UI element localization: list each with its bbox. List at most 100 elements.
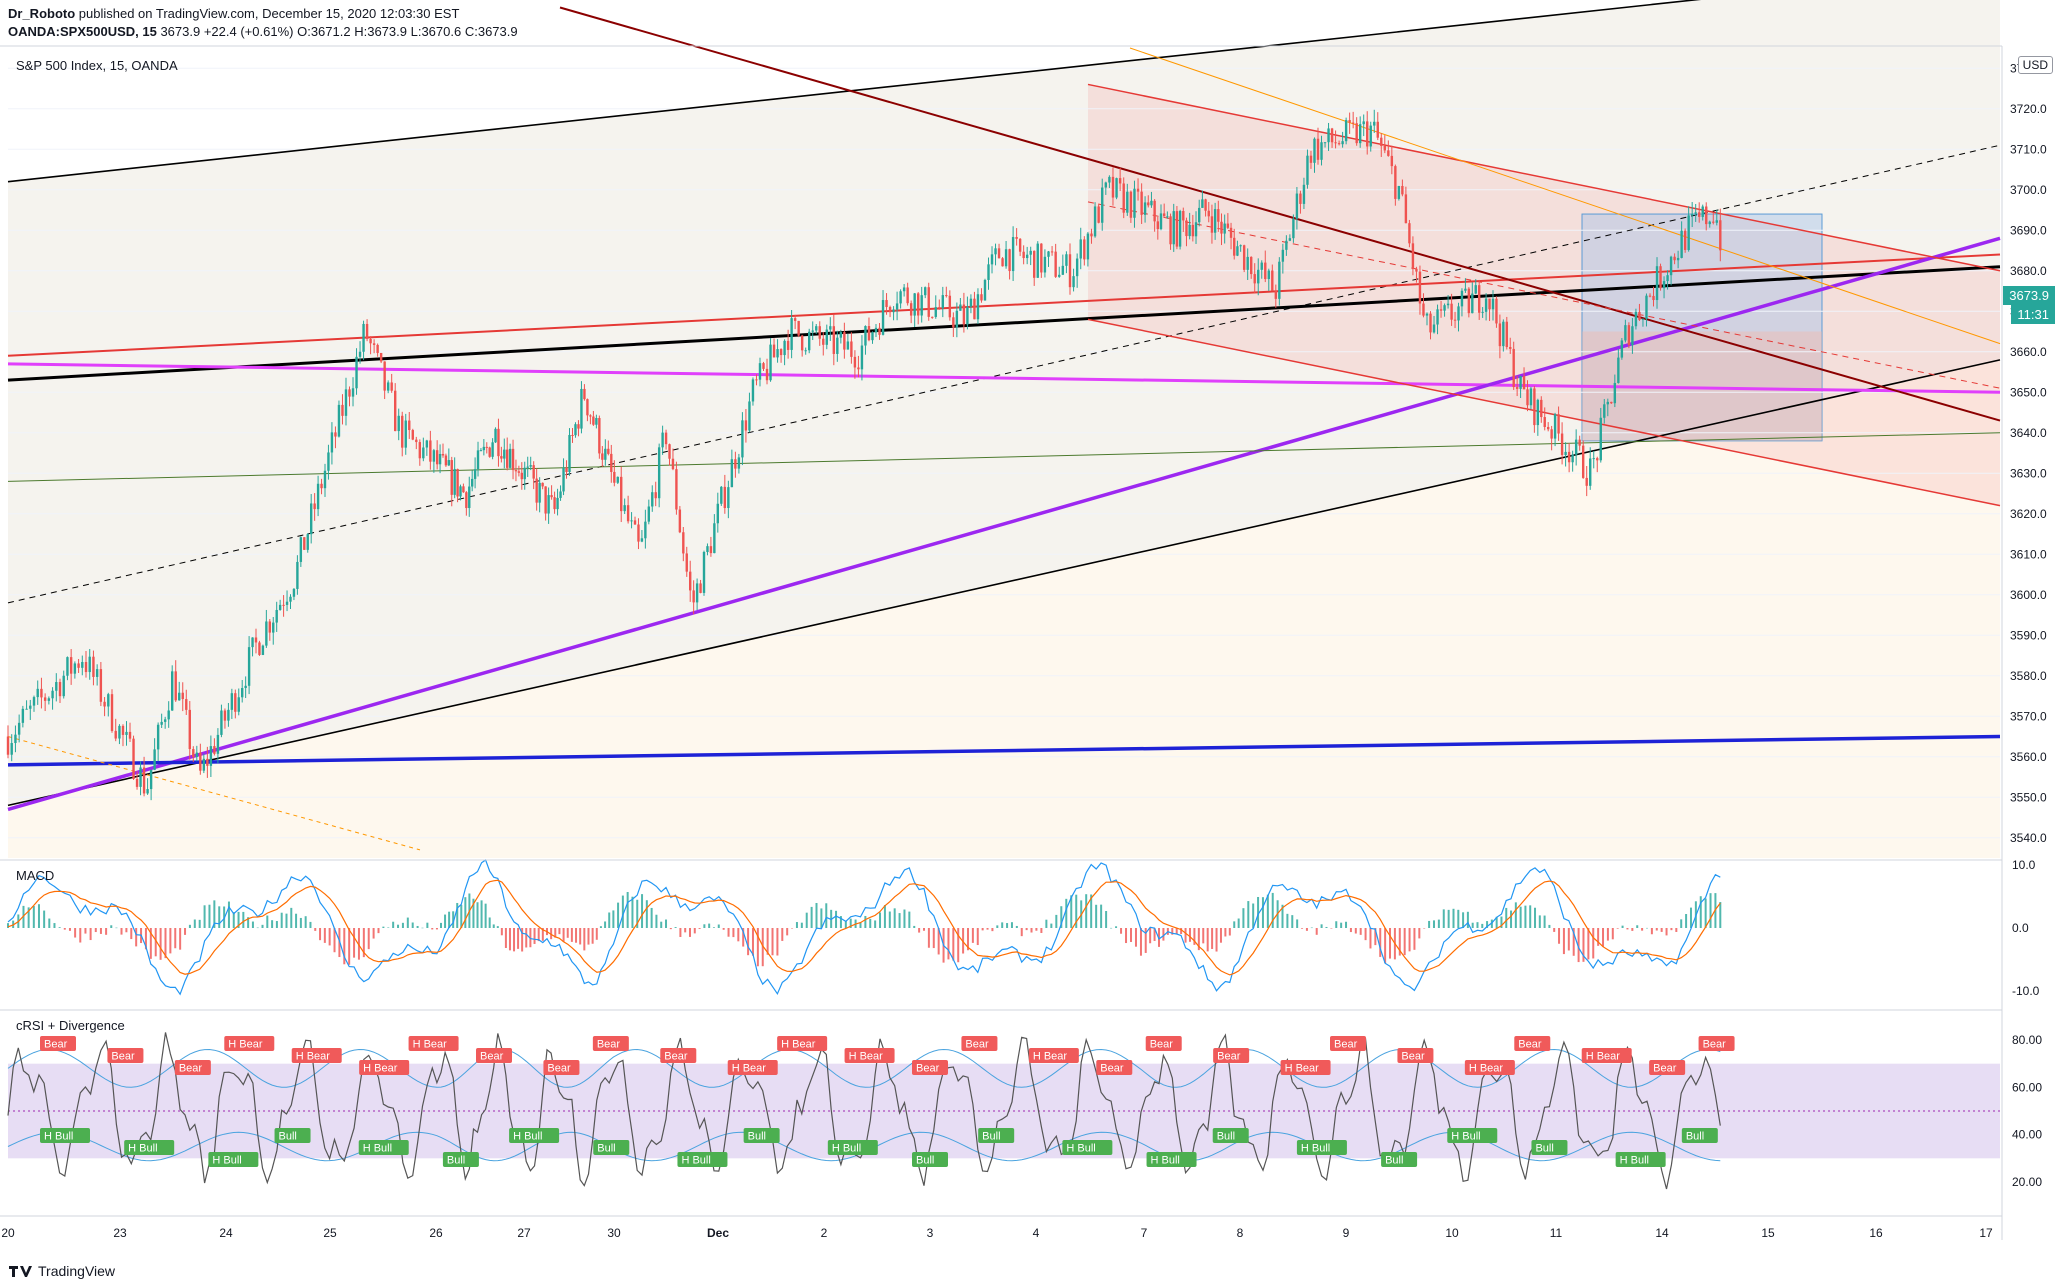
candle-body (234, 693, 237, 712)
candle-body (520, 472, 523, 480)
macd-histogram-bar (1423, 928, 1426, 929)
candle-body (84, 662, 88, 673)
candle-body (511, 448, 515, 471)
macd-histogram-bar (587, 928, 590, 945)
bear-divergence-badge (1213, 1048, 1250, 1063)
candle-body (1136, 188, 1140, 192)
candle-body (553, 497, 556, 510)
candle-body (160, 721, 163, 725)
candle-body (438, 453, 442, 465)
candle-body (1204, 199, 1207, 211)
candle-body (1366, 121, 1369, 147)
bear-divergence-label: H Bear (363, 1063, 398, 1075)
macd-histogram-bar (382, 926, 385, 928)
candle-body (1239, 245, 1242, 247)
macd-histogram-bar (513, 928, 516, 952)
macd-histogram-bar (208, 904, 211, 928)
candle-body (1246, 256, 1249, 270)
candle-body (1236, 246, 1239, 256)
candle-body (571, 434, 574, 436)
bull-divergence-badge (40, 1128, 90, 1143)
candle-body (1101, 187, 1104, 223)
author-name[interactable]: Dr_Roboto (8, 6, 76, 21)
crsi-tick-label: 60.00 (2012, 1080, 2042, 1094)
candle-body (829, 326, 832, 330)
currency-badge[interactable]: USD (2017, 56, 2053, 74)
candle-body (976, 294, 980, 320)
candle-body (689, 571, 692, 591)
bear-divergence-badge (543, 1060, 580, 1075)
candle-body (488, 447, 491, 457)
candle-body (1589, 458, 1592, 486)
candle-body (241, 688, 244, 698)
macd-histogram-bar (198, 919, 201, 928)
candle-body (1429, 313, 1432, 333)
macd-histogram-bar (908, 911, 911, 928)
candle-body (941, 295, 944, 309)
candle-body (47, 698, 51, 701)
macd-histogram-bar (464, 897, 467, 928)
macd-histogram-bar (1704, 898, 1707, 928)
macd-histogram-bar (1271, 892, 1274, 928)
candle-body (1394, 166, 1397, 199)
candle-body (25, 708, 28, 710)
candle-body (1267, 270, 1270, 280)
macd-histogram-bar (1330, 928, 1333, 929)
candle-body (1178, 211, 1182, 247)
bull-divergence-label: Bull (982, 1131, 1000, 1143)
candle-body (422, 447, 425, 459)
macd-histogram-bar (583, 928, 586, 951)
candle-body (1443, 305, 1446, 311)
candle-body (1358, 124, 1362, 144)
macd-histogram-bar (84, 928, 87, 934)
macd-histogram-bar (608, 912, 611, 928)
candle-body (1694, 212, 1697, 214)
price-tick-label: 3540.0 (2010, 831, 2047, 845)
candle-body (1054, 251, 1057, 277)
macd-histogram-bar (266, 915, 269, 928)
macd-histogram-bar (218, 906, 221, 928)
macd-histogram-bar (1369, 928, 1372, 949)
candle-body (577, 424, 580, 429)
candle-body (604, 448, 607, 460)
macd-histogram-bar (247, 917, 250, 928)
macd-histogram-bar (1040, 928, 1043, 933)
bear-divergence-label: Bear (965, 1039, 989, 1051)
bear-divergence-badge (1649, 1060, 1686, 1075)
candle-body (77, 663, 80, 668)
macd-histogram-bar (285, 913, 288, 928)
candle-body (497, 428, 500, 457)
candle-body (181, 692, 184, 700)
candle-body (1150, 200, 1153, 206)
macd-histogram-bar (732, 928, 735, 938)
footer-brand[interactable]: TradingView (8, 1263, 115, 1279)
candle-body (216, 734, 220, 754)
candle-body (1540, 399, 1543, 418)
macd-histogram-bar (655, 914, 658, 928)
candle-body (657, 447, 661, 499)
macd-histogram-bar (1538, 915, 1541, 928)
candle-body (1302, 184, 1306, 204)
candle-body (779, 349, 783, 356)
candle-body (1666, 275, 1669, 282)
candle-body (1596, 458, 1599, 461)
bear-divergence-label: Bear (916, 1063, 940, 1075)
candle-body (1683, 230, 1687, 250)
macd-histogram-bar (1305, 928, 1308, 931)
candle-body (885, 300, 888, 308)
candle-body (1648, 295, 1652, 297)
bull-divergence-label: H Bull (832, 1143, 861, 1155)
candle-body (1484, 298, 1488, 312)
macd-histogram-bar (1486, 921, 1489, 928)
macd-histogram-bar (456, 902, 459, 928)
bear-divergence-label: Bear (1100, 1063, 1124, 1075)
bull-divergence-label: H Bull (681, 1155, 710, 1167)
bull-divergence-badge (912, 1152, 948, 1167)
candle-body (559, 491, 562, 498)
macd-histogram-bar (1534, 907, 1537, 928)
candle-body (744, 420, 748, 431)
candle-body (285, 601, 289, 605)
candle-body (118, 725, 121, 739)
candle-body (818, 326, 821, 339)
